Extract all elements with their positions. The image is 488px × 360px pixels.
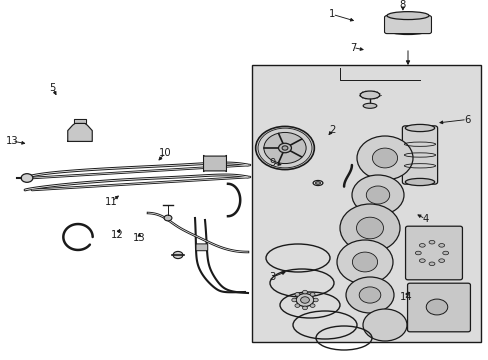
Ellipse shape: [362, 309, 406, 341]
Ellipse shape: [428, 240, 434, 244]
Text: 13: 13: [6, 136, 19, 146]
Circle shape: [173, 251, 183, 258]
Ellipse shape: [428, 262, 434, 266]
FancyBboxPatch shape: [405, 226, 462, 280]
Text: 5: 5: [49, 83, 56, 93]
Circle shape: [309, 293, 314, 296]
Ellipse shape: [442, 251, 447, 255]
Text: 8: 8: [399, 0, 405, 10]
Circle shape: [426, 299, 447, 315]
FancyBboxPatch shape: [196, 244, 207, 251]
Ellipse shape: [438, 259, 444, 262]
Circle shape: [294, 293, 299, 296]
Text: 14: 14: [399, 292, 411, 302]
Ellipse shape: [386, 12, 428, 19]
Bar: [251, 65, 480, 342]
Text: 12: 12: [111, 230, 123, 240]
Text: 2: 2: [328, 125, 335, 135]
Ellipse shape: [363, 103, 376, 108]
FancyBboxPatch shape: [203, 155, 226, 172]
Ellipse shape: [414, 251, 420, 255]
Ellipse shape: [419, 244, 425, 247]
Circle shape: [255, 126, 314, 170]
Ellipse shape: [372, 148, 397, 168]
Ellipse shape: [405, 125, 434, 132]
Circle shape: [278, 143, 291, 153]
Text: 6: 6: [463, 114, 469, 125]
Ellipse shape: [352, 252, 377, 272]
Text: 11: 11: [105, 197, 118, 207]
Ellipse shape: [346, 277, 393, 313]
Circle shape: [21, 174, 33, 182]
Ellipse shape: [360, 91, 379, 99]
Circle shape: [291, 298, 296, 302]
Circle shape: [296, 293, 313, 306]
Circle shape: [294, 304, 299, 307]
Circle shape: [309, 304, 314, 307]
FancyBboxPatch shape: [384, 15, 430, 33]
Text: 3: 3: [269, 272, 275, 282]
FancyBboxPatch shape: [402, 126, 437, 184]
Ellipse shape: [356, 136, 412, 180]
Text: 13: 13: [133, 233, 145, 243]
Ellipse shape: [336, 240, 392, 284]
Polygon shape: [68, 123, 92, 141]
Ellipse shape: [359, 287, 380, 303]
Ellipse shape: [315, 182, 320, 184]
Circle shape: [282, 146, 287, 150]
Ellipse shape: [366, 186, 389, 204]
Ellipse shape: [339, 204, 399, 252]
Text: 10: 10: [159, 148, 171, 158]
Circle shape: [264, 132, 305, 163]
Ellipse shape: [386, 26, 428, 35]
Circle shape: [313, 298, 318, 302]
Ellipse shape: [405, 179, 434, 186]
Ellipse shape: [438, 244, 444, 247]
Text: 7: 7: [349, 42, 356, 53]
Ellipse shape: [356, 217, 383, 239]
Circle shape: [300, 297, 309, 303]
FancyBboxPatch shape: [407, 283, 469, 332]
Ellipse shape: [351, 175, 403, 215]
Circle shape: [302, 290, 307, 294]
Ellipse shape: [419, 259, 425, 262]
Polygon shape: [74, 119, 86, 123]
Text: 9: 9: [268, 158, 275, 168]
Circle shape: [302, 306, 307, 310]
Circle shape: [164, 215, 172, 221]
Text: 4: 4: [422, 214, 427, 224]
Text: 1: 1: [328, 9, 335, 19]
